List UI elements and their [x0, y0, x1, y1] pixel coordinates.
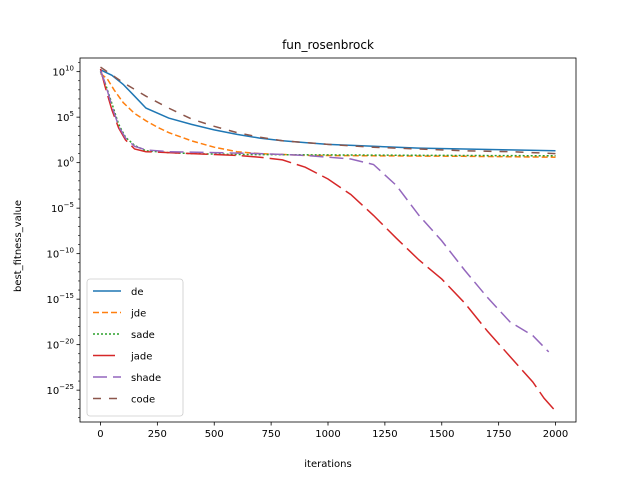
x-tick-label: 250 [148, 429, 167, 440]
y-tick-exponent: −25 [59, 383, 74, 391]
y-tick-exponent: 0 [70, 156, 74, 164]
x-tick-label: 2000 [543, 429, 568, 440]
plot-frame [79, 57, 577, 423]
y-tick-exponent: −20 [59, 338, 74, 346]
y-tick-base: 10 [52, 68, 65, 79]
y-tick-base: 10 [57, 159, 70, 170]
x-tick-label: 500 [205, 429, 224, 440]
y-tick-exponent: −15 [59, 292, 74, 300]
series-line-jade [99, 68, 557, 412]
x-axis-title: iterations [304, 459, 351, 470]
y-tick-exponent: −5 [64, 201, 74, 209]
legend-label-code: code [131, 395, 155, 406]
y-tick-exponent: 10 [65, 65, 74, 73]
y-tick-label: 10−15 [46, 292, 74, 306]
legend-label-sade: sade [131, 330, 155, 341]
legend: de jde sade jade shade code [86, 278, 184, 417]
y-tick-label: 100 [57, 156, 74, 170]
legend-label-shade: shade [131, 373, 161, 384]
y-tick-base: 10 [46, 250, 59, 261]
x-tick-label: 1500 [429, 429, 454, 440]
x-tick-label: 1250 [372, 429, 397, 440]
legend-label-de: de [131, 287, 144, 298]
series-layer [99, 66, 557, 412]
series-line-de [100, 69, 556, 152]
y-tick-base: 10 [46, 341, 59, 352]
y-tick-base: 10 [46, 295, 59, 306]
x-tick-label: 750 [262, 429, 281, 440]
x-axis: 0 250 500 750 1000 1250 1500 1750 2000 [97, 422, 568, 440]
series-line-shade [99, 70, 550, 353]
y-tick-label: 105 [57, 110, 74, 124]
x-tick-label: 1000 [315, 429, 340, 440]
y-tick-exponent: 5 [70, 110, 74, 118]
y-tick-label: 10−25 [46, 383, 74, 397]
y-tick-label: 10−5 [51, 201, 74, 215]
legend-label-jde: jde [130, 309, 146, 320]
x-tick-label: 0 [97, 429, 103, 440]
y-tick-base: 10 [46, 386, 59, 397]
y-axis-title: best_fitness_value [13, 200, 24, 292]
chart-title: fun_rosenbrock [282, 38, 374, 52]
y-tick-label: 10−10 [46, 247, 74, 261]
y-tick-base: 10 [51, 204, 64, 215]
y-tick-label: 10−20 [46, 338, 74, 352]
legend-label-jade: jade [130, 352, 152, 363]
series-line-sade [99, 71, 556, 157]
y-tick-label: 1010 [52, 65, 74, 79]
y-tick-base: 10 [57, 113, 70, 124]
y-tick-exponent: −10 [59, 247, 74, 255]
x-tick-label: 1750 [486, 429, 511, 440]
